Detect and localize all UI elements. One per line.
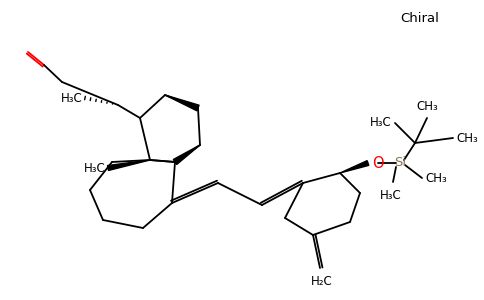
Text: H₃C: H₃C bbox=[370, 116, 392, 130]
Text: H₃C: H₃C bbox=[84, 161, 106, 175]
Text: CH₃: CH₃ bbox=[456, 131, 478, 145]
Polygon shape bbox=[173, 145, 200, 164]
Text: H₂C: H₂C bbox=[311, 275, 333, 288]
Text: CH₃: CH₃ bbox=[425, 172, 447, 184]
Text: H₃C: H₃C bbox=[380, 189, 402, 202]
Text: Si: Si bbox=[394, 157, 406, 169]
Text: CH₃: CH₃ bbox=[416, 100, 438, 113]
Polygon shape bbox=[340, 160, 369, 173]
Polygon shape bbox=[107, 160, 150, 170]
Text: O: O bbox=[372, 155, 384, 170]
Text: H₃C: H₃C bbox=[61, 92, 83, 104]
Polygon shape bbox=[165, 95, 199, 111]
Text: Chiral: Chiral bbox=[401, 11, 439, 25]
